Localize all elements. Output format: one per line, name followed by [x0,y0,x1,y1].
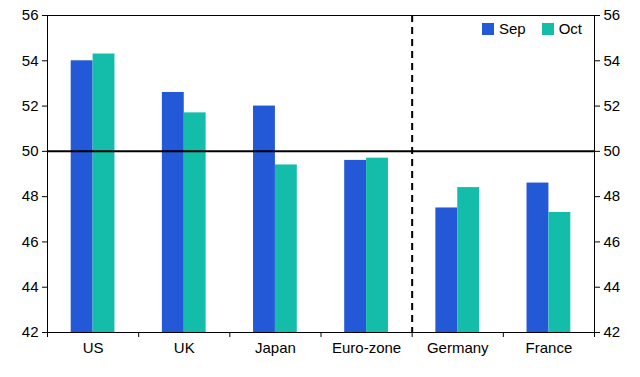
svg-text:56: 56 [604,6,621,23]
html-text:Sep: Sep [499,20,526,37]
html-text:Oct: Oct [558,20,582,37]
svg-text:56: 56 [22,6,39,23]
svg-text:Germany: Germany [427,339,489,356]
svg-text:48: 48 [22,187,39,204]
svg-text:46: 46 [22,233,39,250]
svg-text:50: 50 [604,142,621,159]
svg-text:UK: UK [174,339,195,356]
svg-text:52: 52 [604,97,621,114]
svg-text:50: 50 [22,142,39,159]
svg-text:42: 42 [22,323,39,340]
svg-text:52: 52 [22,97,39,114]
svg-text:Japan: Japan [255,339,296,356]
svg-text:48: 48 [604,187,621,204]
svg-text:54: 54 [604,52,621,69]
svg-text:44: 44 [22,278,39,295]
svg-text:42: 42 [604,323,621,340]
svg-text:46: 46 [604,233,621,250]
svg-text:Euro-zone: Euro-zone [332,339,401,356]
svg-text:44: 44 [604,278,621,295]
svg-text:54: 54 [22,52,39,69]
svg-text:France: France [526,339,573,356]
svg-text:US: US [83,339,104,356]
